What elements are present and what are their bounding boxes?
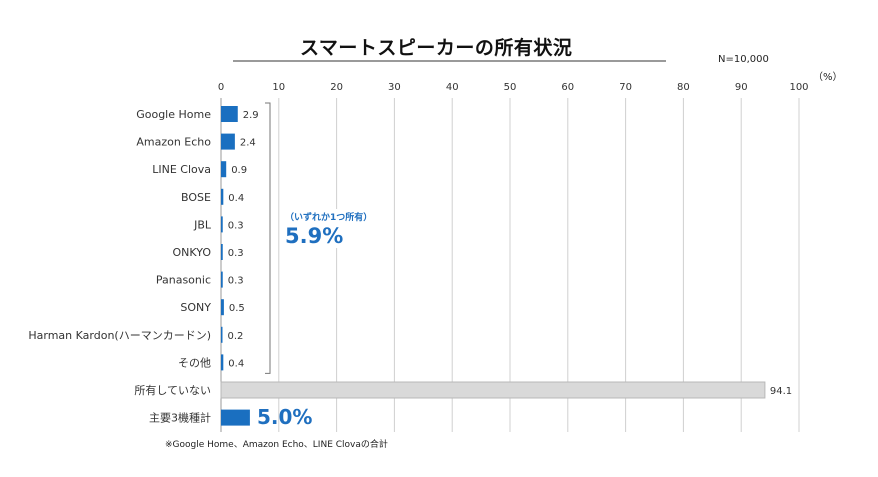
category-label: Panasonic bbox=[156, 274, 211, 287]
x-tick-label: 10 bbox=[272, 82, 285, 93]
data-label: 0.3 bbox=[228, 220, 244, 231]
data-label: 0.3 bbox=[228, 276, 244, 287]
bar bbox=[221, 133, 235, 150]
data-label: 0.4 bbox=[228, 193, 244, 204]
data-label: 0.4 bbox=[228, 358, 244, 369]
data-label: 2.9 bbox=[243, 110, 259, 121]
x-tick-label: 30 bbox=[388, 82, 401, 93]
data-label: 0.3 bbox=[228, 248, 244, 259]
x-tick-label: 90 bbox=[735, 82, 748, 93]
bar bbox=[221, 106, 238, 122]
title-underline bbox=[233, 60, 666, 62]
bar bbox=[220, 381, 766, 399]
axis-unit: （%） bbox=[813, 72, 843, 83]
x-tick-label: 20 bbox=[330, 82, 343, 93]
x-tick-label: 60 bbox=[561, 82, 574, 93]
sample-size: N=10,000 bbox=[718, 54, 769, 65]
bar bbox=[221, 326, 223, 343]
footnote: ※Google Home、Amazon Echo、LINE Clovaの合計 bbox=[165, 440, 388, 450]
category-label: Google Home bbox=[136, 108, 211, 121]
x-tick-label: 50 bbox=[504, 82, 517, 93]
category-label: ONKYO bbox=[173, 246, 212, 259]
category-label: Amazon Echo bbox=[136, 136, 211, 149]
chart-title: スマートスピーカーの所有状況 bbox=[300, 37, 573, 59]
summary-value: 5.0% bbox=[257, 405, 313, 429]
bar bbox=[221, 299, 224, 316]
bar bbox=[221, 244, 223, 260]
group-bracket bbox=[265, 102, 271, 374]
callout-label: （いずれか1つ所有） bbox=[283, 209, 375, 224]
category-label: Harman Kardon(ハーマンカードン) bbox=[28, 329, 211, 342]
bar bbox=[221, 271, 223, 288]
data-label: 0.2 bbox=[228, 331, 244, 342]
data-label: 2.4 bbox=[240, 138, 256, 149]
callout-value: 5.9% bbox=[283, 224, 346, 248]
x-tick-label: 40 bbox=[446, 82, 459, 93]
category-label: 所有していない bbox=[134, 383, 211, 397]
category-label: その他 bbox=[178, 356, 211, 369]
category-label: 主要3機種計 bbox=[149, 411, 211, 425]
x-tick-label: 80 bbox=[677, 82, 690, 93]
data-label: 0.5 bbox=[229, 303, 245, 314]
bar bbox=[221, 216, 223, 233]
x-tick-label: 70 bbox=[619, 82, 632, 93]
data-label: 0.9 bbox=[231, 165, 247, 176]
bar bbox=[221, 354, 224, 371]
bar bbox=[221, 409, 250, 426]
category-label: LINE Clova bbox=[152, 163, 211, 176]
data-label: 94.1 bbox=[770, 386, 792, 397]
bar bbox=[221, 161, 227, 178]
category-label: JBL bbox=[193, 218, 212, 231]
x-tick-label: 100 bbox=[789, 82, 808, 93]
bar bbox=[221, 188, 224, 205]
category-label: BOSE bbox=[181, 191, 211, 204]
x-tick-label: 0 bbox=[218, 82, 224, 93]
category-label: SONY bbox=[180, 301, 211, 314]
